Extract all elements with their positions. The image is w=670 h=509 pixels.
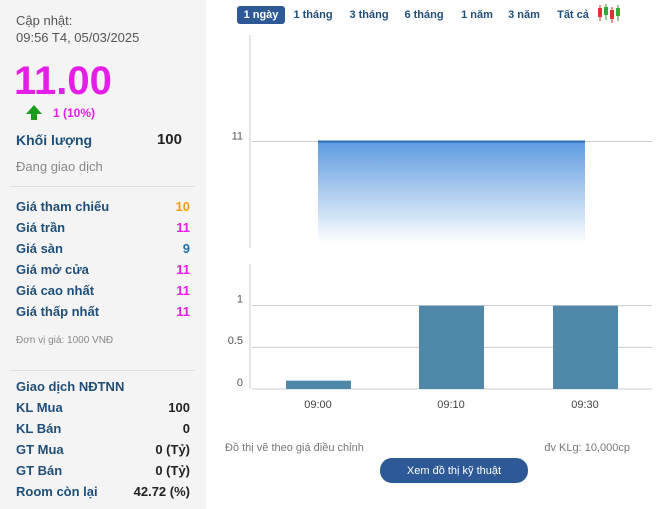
y-tick-label: 0.5: [228, 335, 243, 347]
row-value: 10: [175, 199, 190, 214]
update-time: 09:56 T4, 05/03/2025: [16, 30, 140, 45]
footer-note: Đồ thị vẽ theo giá điều chỉnh: [225, 442, 364, 454]
row-value: 0 (Tỷ): [155, 463, 190, 478]
tab[interactable]: 1 ngày: [244, 9, 280, 21]
button-bg[interactable]: [380, 458, 528, 483]
row-label: Giá sàn: [16, 241, 63, 256]
row-value: 100: [168, 400, 190, 415]
tab[interactable]: 1 năm: [461, 9, 493, 21]
row-label: Giá trần: [16, 220, 66, 235]
row-value: 11: [176, 220, 190, 235]
row-value: 11: [176, 304, 190, 319]
foreign-title: Giao dịch NĐTNN: [16, 379, 125, 394]
area-fill: [318, 141, 585, 244]
row-label: KL Bán: [16, 421, 62, 436]
volume-bar: [419, 305, 484, 389]
up-arrow-stem: [31, 113, 37, 120]
row-value: 9: [182, 241, 190, 256]
volume-bar: [553, 305, 618, 389]
row-label: Giá cao nhất: [16, 283, 95, 298]
row-label: Giá mở cửa: [16, 262, 89, 277]
unit-note: Đơn vị giá: 1000 VNĐ: [16, 335, 114, 346]
row-label: GT Bán: [16, 463, 63, 478]
separator: [10, 186, 195, 187]
row-value: 0 (Tỷ): [155, 442, 190, 457]
tab[interactable]: 6 tháng: [404, 9, 443, 21]
tab[interactable]: 3 tháng: [349, 9, 388, 21]
row-value: 11: [176, 283, 190, 298]
volume: 100: [156, 131, 182, 148]
price: 11.00: [14, 59, 112, 103]
y-tick-label: 0: [237, 377, 243, 389]
row-label: KL Mua: [16, 400, 63, 415]
row-label: Giá tham chiếu: [16, 199, 110, 214]
x-tick-label: 09:10: [437, 399, 465, 411]
tab[interactable]: 1 tháng: [293, 9, 332, 21]
row-value: 42.72 (%): [133, 484, 190, 499]
row-label: Room còn lại: [16, 484, 98, 499]
up-arrow: [26, 105, 42, 114]
status: Đang giao dịch: [16, 159, 103, 174]
separator: [10, 370, 195, 371]
volume-bar: [286, 380, 351, 389]
y-tick-label: 11: [232, 130, 243, 142]
x-tick-label: 09:30: [571, 399, 599, 411]
row-value: 0: [182, 421, 190, 436]
y-tick-label: 1: [237, 294, 243, 306]
row-label: GT Mua: [16, 442, 64, 457]
row-value: 11: [176, 262, 190, 277]
volume-unit: đv KLg: 10,000cp: [544, 442, 630, 454]
volume-label: Khối lượng: [16, 132, 93, 148]
tab-active-bg: [237, 6, 285, 24]
update-label: Cập nhật:: [16, 13, 73, 28]
tab[interactable]: 3 năm: [508, 9, 540, 21]
row-label: Giá thấp nhất: [16, 304, 100, 319]
candlestick-icon[interactable]: [598, 4, 620, 23]
x-tick-label: 09:00: [304, 399, 332, 411]
tab[interactable]: Tất cả: [557, 9, 590, 21]
button[interactable]: Xem đồ thị kỹ thuật: [407, 465, 501, 477]
sidebar: Cập nhật: 09:56 T4, 05/03/2025 11.00 1 (10%…: [0, 0, 206, 509]
price-change: 1 (10%): [53, 106, 96, 120]
